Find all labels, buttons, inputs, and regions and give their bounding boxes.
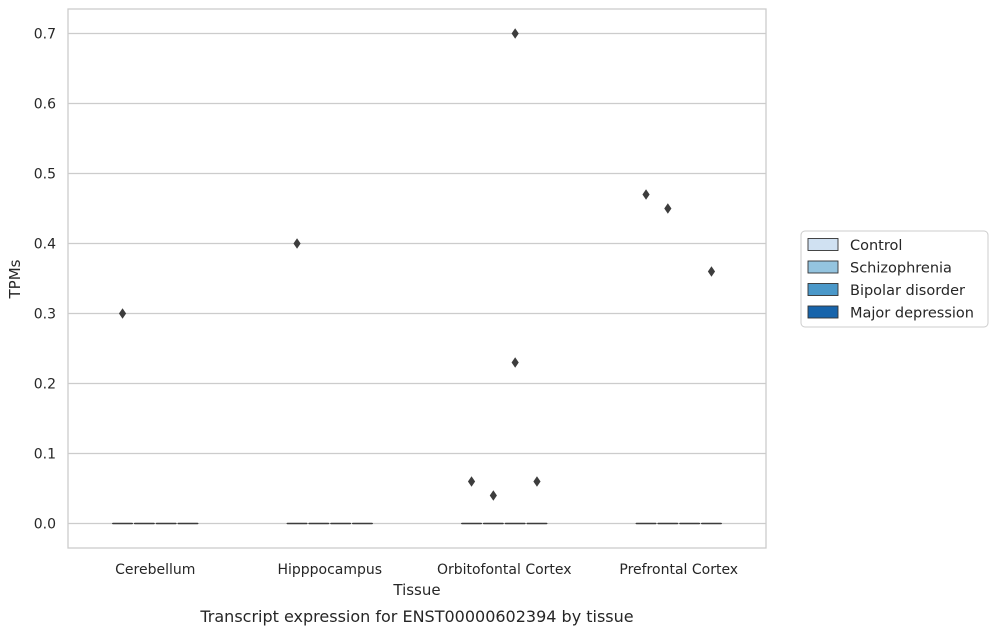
- outlier-point: [664, 203, 672, 214]
- chart-title: Transcript expression for ENST0000060239…: [199, 607, 633, 626]
- outlier-point: [489, 490, 497, 501]
- x-tick-label: Hipppocampus: [277, 562, 382, 578]
- y-tick-label: 0.5: [34, 167, 56, 183]
- outlier-point: [533, 476, 541, 487]
- legend-label: Control: [850, 238, 902, 254]
- outlier-point: [293, 238, 301, 249]
- legend-swatch: [807, 305, 839, 319]
- outliers-layer: [118, 28, 716, 501]
- x-tick-label: Prefrontal Cortex: [619, 562, 738, 578]
- outlier-point: [511, 357, 519, 368]
- y-tick-label: 0.0: [34, 517, 56, 533]
- legend-label: Major depression: [850, 306, 974, 322]
- x-tick-label: Orbitofontal Cortex: [437, 562, 572, 578]
- outlier-point: [707, 266, 716, 277]
- x-axis-label: Tissue: [392, 581, 440, 599]
- outlier-point: [511, 28, 519, 39]
- plot-frame: [67, 8, 767, 549]
- outlier-point: [642, 189, 650, 200]
- y-axis-label: TPMs: [6, 259, 24, 299]
- legend-swatch: [807, 283, 839, 296]
- outlier-point: [118, 308, 127, 319]
- legend-label: Bipolar disorder: [850, 283, 965, 299]
- legend-swatch: [807, 260, 839, 274]
- x-tick-labels: Cerebellum Hipppocampus Orbitofontal Corte…: [115, 562, 738, 578]
- legend-label: Schizophrenia: [850, 261, 952, 277]
- x-tick-label: Cerebellum: [115, 562, 195, 578]
- legend-box: [800, 230, 989, 328]
- y-tick-label: 0.7: [34, 27, 56, 43]
- y-tick-labels: 0.0 0.1 0.2 0.3 0.4 0.5 0.6 0.7: [34, 27, 56, 533]
- legend: Control Schizophrenia Bipolar disorder Majo…: [800, 230, 989, 328]
- y-tick-label: 0.1: [34, 447, 56, 463]
- y-tick-label: 0.4: [34, 237, 56, 253]
- y-tick-label: 0.2: [34, 377, 56, 393]
- y-tick-label: 0.6: [34, 97, 56, 113]
- legend-swatch: [807, 238, 839, 251]
- outlier-point: [467, 476, 476, 487]
- y-tick-label: 0.3: [34, 307, 56, 323]
